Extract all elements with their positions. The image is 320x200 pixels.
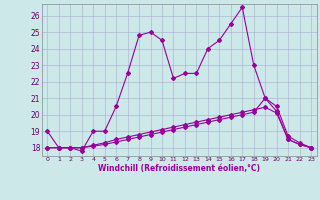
X-axis label: Windchill (Refroidissement éolien,°C): Windchill (Refroidissement éolien,°C) [98,164,260,173]
